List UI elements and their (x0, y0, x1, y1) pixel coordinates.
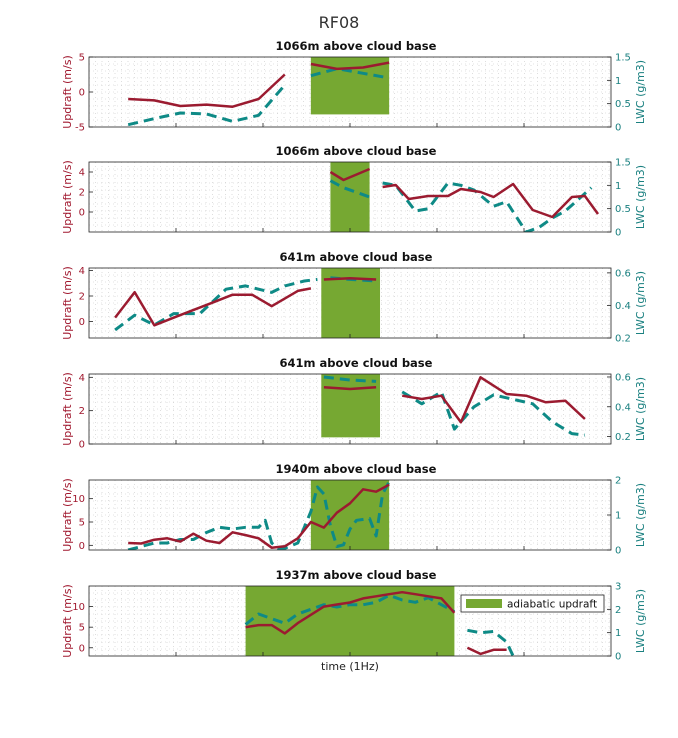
y-left-axis-label: Updraft (m/s) (61, 266, 74, 340)
panel-title: 641m above cloud base (280, 356, 433, 370)
y-left-tick-label: 0 (79, 643, 85, 654)
y-right-tick-label: 0.6 (615, 372, 631, 383)
y-left-axis-label: Updraft (m/s) (61, 160, 74, 234)
legend-label: adiabatic updraft (507, 599, 597, 611)
y-right-tick-label: 0.5 (615, 204, 631, 215)
lwc-series-line (329, 179, 593, 232)
panel-1: -5 0 5 0 0.5 1 1.5 1066m above cloud base Updraf… (61, 39, 647, 134)
y-left-tick-label: 4 (79, 168, 85, 179)
y-right-tick-label: 1.5 (615, 158, 631, 169)
y-right-tick-label: 0.2 (615, 334, 631, 345)
lwc-series-line (127, 67, 390, 127)
panel-6: 0 5 10 0 1 2 3 1937m above cloud base Updraft (m… (61, 568, 647, 663)
y-left-tick-label: 2 (79, 406, 85, 417)
panel-title: 641m above cloud base (280, 250, 433, 264)
y-right-tick-label: 0.4 (615, 301, 631, 312)
y-right-tick-label: 0 (615, 123, 621, 134)
y-right-tick-label: 1 (615, 76, 621, 87)
y-right-axis-label: LWC (g/m3) (634, 377, 647, 441)
panel-5: 0 5 10 0 1 2 1940m above cloud base Updraft (m/… (61, 462, 647, 557)
y-left-tick-label: 5 (79, 623, 85, 634)
y-right-tick-label: 0.6 (615, 268, 631, 279)
y-left-tick-label: 0 (79, 541, 85, 552)
y-left-tick-label: 0 (79, 208, 85, 219)
updraft-series-line (323, 376, 586, 424)
y-right-tick-label: 0 (615, 546, 621, 557)
y-left-axis-label: Updraft (m/s) (61, 372, 74, 446)
y-right-tick-label: 0 (615, 652, 621, 663)
y-right-tick-label: 1.5 (615, 53, 631, 64)
y-right-tick-label: 1 (615, 181, 621, 192)
y-left-tick-label: 4 (79, 373, 85, 384)
updraft-series-line (245, 590, 507, 656)
y-left-axis-label: Updraft (m/s) (61, 584, 74, 658)
y-right-axis-label: LWC (g/m3) (634, 271, 647, 335)
y-right-tick-label: 0.2 (615, 432, 631, 443)
figure-title: RF08 (319, 13, 360, 32)
y-left-tick-label: 2 (79, 188, 85, 199)
updraft-series-line (128, 61, 390, 108)
y-right-axis-label: LWC (g/m3) (634, 60, 647, 124)
y-left-tick-label: 4 (79, 266, 85, 277)
y-right-axis-label: LWC (g/m3) (634, 165, 647, 229)
legend: adiabatic updraft (460, 594, 605, 613)
panel-2: 0 2 4 0 0.5 1 1.5 1066m above cloud base Updraft… (61, 144, 647, 239)
panel-title: 1066m above cloud base (276, 144, 437, 158)
y-right-tick-label: 0.4 (615, 402, 631, 413)
y-left-tick-label: 10 (72, 602, 85, 613)
y-left-tick-label: -5 (75, 123, 85, 134)
y-left-tick-label: 5 (79, 518, 85, 529)
lwc-series-line (244, 593, 515, 656)
lwc-series-line (127, 481, 391, 550)
y-left-tick-label: 10 (72, 494, 85, 505)
updraft-series-line (329, 167, 600, 219)
panels: -5 0 5 0 0.5 1 1.5 1066m above cloud base Updraf… (61, 39, 647, 663)
y-right-axis-label: LWC (g/m3) (634, 483, 647, 547)
y-left-tick-label: 0 (79, 317, 85, 328)
y-right-tick-label: 1 (615, 511, 621, 522)
y-right-tick-label: 2 (615, 476, 621, 487)
y-left-axis-label: Updraft (m/s) (61, 478, 74, 552)
y-right-tick-label: 1 (615, 628, 621, 639)
y-left-tick-label: 2 (79, 292, 85, 303)
y-right-tick-label: 0 (615, 228, 621, 239)
y-right-tick-label: 2 (615, 605, 621, 616)
adiabatic-updraft-box (321, 374, 381, 438)
y-right-axis-label: LWC (g/m3) (634, 589, 647, 653)
adiabatic-updraft-box (330, 162, 370, 232)
y-left-tick-label: 0 (79, 440, 85, 451)
panel-title: 1066m above cloud base (276, 39, 437, 53)
panel-title: 1940m above cloud base (276, 462, 437, 476)
updraft-series-line (114, 276, 377, 327)
y-right-tick-label: 3 (615, 582, 621, 593)
panel-4: 0 2 4 0.2 0.4 0.6 641m above cloud base Updraft… (61, 356, 647, 451)
legend-swatch (466, 599, 502, 608)
y-right-tick-label: 0.5 (615, 99, 631, 110)
updraft-series-line (128, 483, 390, 549)
x-axis-label: time (1Hz) (321, 660, 379, 673)
y-left-axis-label: Updraft (m/s) (61, 55, 74, 129)
panel-3: 0 2 4 0.2 0.4 0.6 641m above cloud base Updraft… (61, 250, 647, 345)
y-left-tick-label: 0 (79, 88, 85, 99)
panel-title: 1937m above cloud base (276, 568, 437, 582)
y-left-tick-label: 5 (79, 53, 85, 64)
